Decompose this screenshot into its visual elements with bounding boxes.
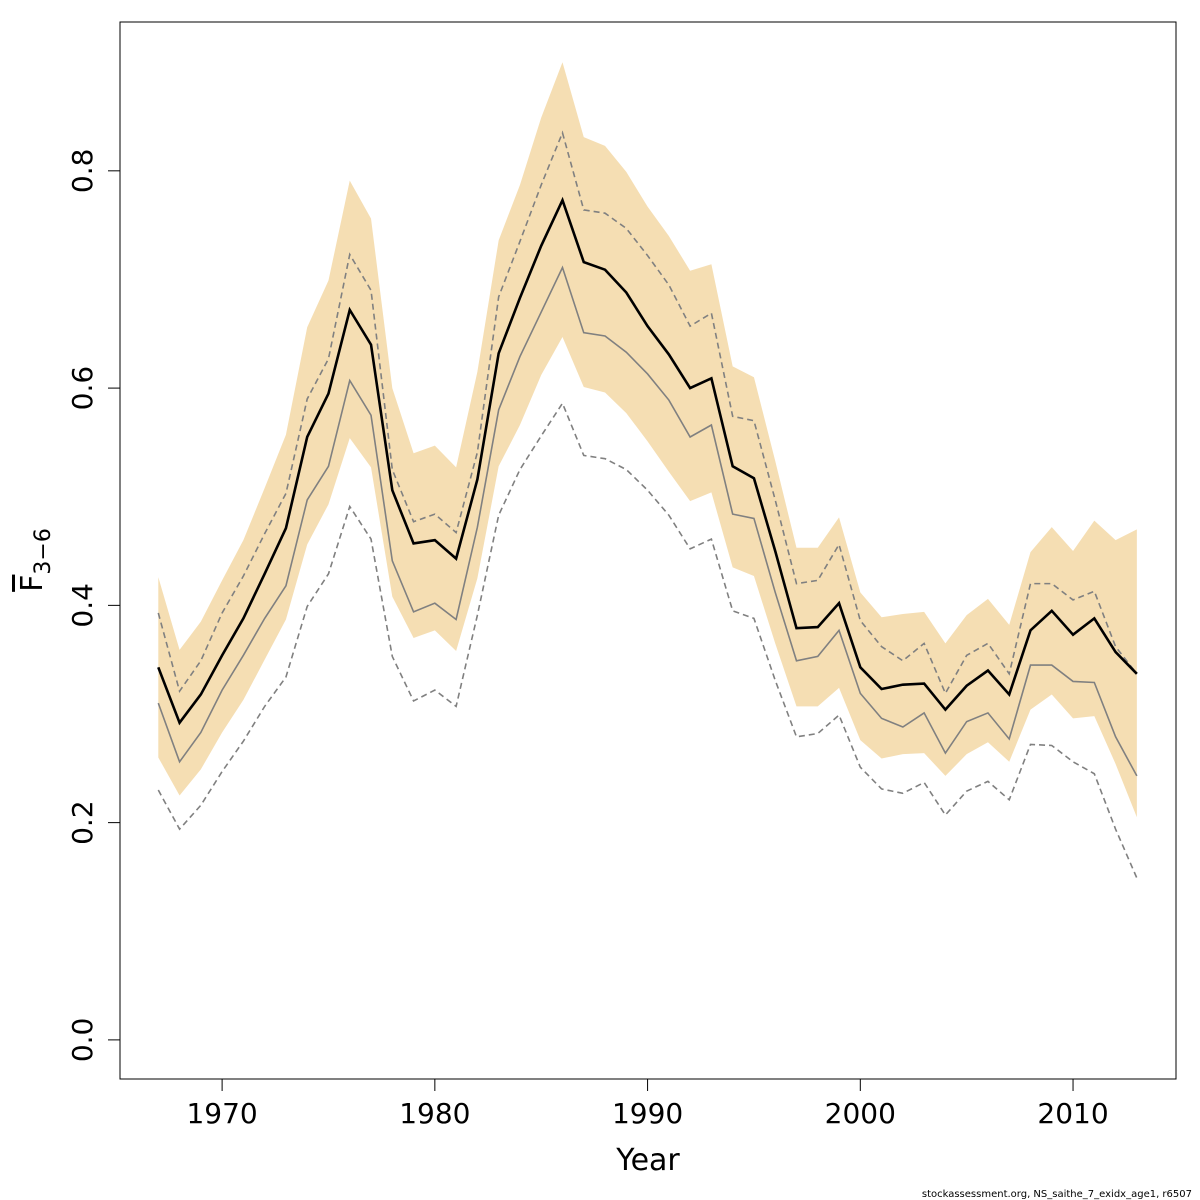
y-tick-label: 0.0 <box>66 1018 99 1063</box>
series-line <box>157 130 1138 696</box>
y-label-sub: 3−6 <box>31 528 56 574</box>
y-label-main: F <box>15 575 50 592</box>
y-tick-label: 0.8 <box>66 149 99 194</box>
x-tick-label: 2000 <box>825 1097 896 1130</box>
x-tick-label: 1970 <box>186 1097 257 1130</box>
x-tick-label: 1990 <box>612 1097 683 1130</box>
x-tick-label: 2010 <box>1037 1097 1108 1130</box>
series-line <box>157 265 1138 777</box>
x-axis-label: Year <box>615 1143 680 1178</box>
x-tick-label: 1980 <box>399 1097 470 1130</box>
y-tick-label: 0.6 <box>66 366 99 411</box>
confidence-band <box>158 62 1137 818</box>
series-line <box>157 196 1138 726</box>
y-axis-label: F3−6 <box>15 528 56 592</box>
footnote: stockassessment.org, NS_saithe_7_exidx_a… <box>922 1189 1192 1200</box>
y-tick-label: 0.4 <box>66 583 99 628</box>
series-line <box>157 401 1138 879</box>
y-tick-label: 0.2 <box>66 800 99 845</box>
